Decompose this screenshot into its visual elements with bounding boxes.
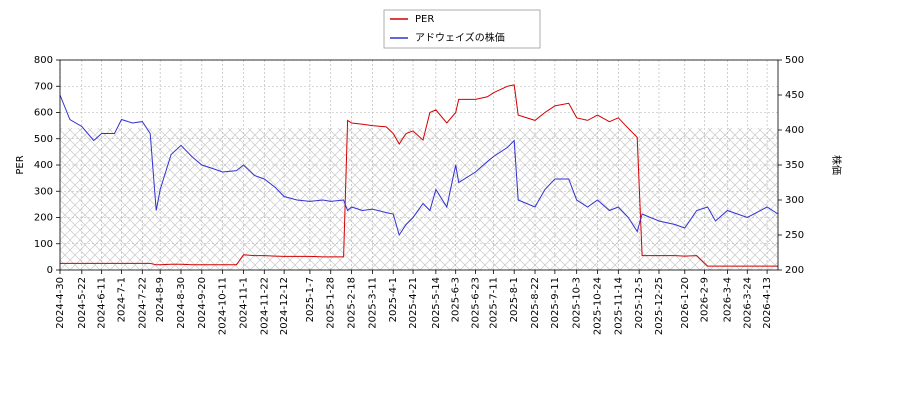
legend-label: アドウェイズの株価 <box>415 31 505 44</box>
x-tick-label: 2024-4-30 <box>55 277 66 329</box>
x-tick-label: 2024-6-11 <box>97 277 108 329</box>
x-tick-label: 2024-11-22 <box>259 277 270 335</box>
x-tick-label: 2025-2-18 <box>347 277 358 329</box>
x-tick-label: 2025-1-28 <box>326 277 337 329</box>
x-tick-label: 2026-3-24 <box>742 277 753 329</box>
x-tick-label: 2024-8-9 <box>155 277 166 322</box>
x-tick-label: 2025-9-11 <box>550 277 561 329</box>
y-tick-label: 700 <box>34 81 53 92</box>
x-tick-label: 2025-8-22 <box>530 277 541 329</box>
legend-label: PER <box>415 14 434 25</box>
x-tick-label: 2025-3-11 <box>367 277 378 329</box>
y-tick-label: 600 <box>34 108 53 119</box>
y-tick-label: 800 <box>34 55 53 66</box>
x-tick-label: 2025-5-14 <box>431 277 442 329</box>
y-tick-label: 200 <box>34 213 53 224</box>
y-tick-label: 300 <box>34 186 53 197</box>
x-tick-label: 2024-10-11 <box>218 277 229 335</box>
series-line <box>60 84 778 267</box>
x-tick-label: 2025-10-3 <box>572 277 583 329</box>
x-tick-label: 2026-1-20 <box>680 277 691 329</box>
x-tick-label: 2025-12-5 <box>634 277 645 329</box>
y-axis-label: PER <box>15 155 26 174</box>
y2-tick-label: 400 <box>785 125 804 136</box>
y-tick-label: 100 <box>34 239 53 250</box>
x-tick-label: 2025-6-23 <box>471 277 482 329</box>
y2-tick-label: 300 <box>785 195 804 206</box>
x-tick-label: 2025-7-11 <box>488 277 499 329</box>
x-tick-label: 2025-8-1 <box>509 277 520 322</box>
y2-tick-label: 350 <box>785 160 804 171</box>
y-tick-label: 0 <box>47 265 53 276</box>
y2-tick-label: 250 <box>785 230 804 241</box>
x-tick-label: 2025-4-21 <box>408 277 419 329</box>
x-tick-label: 2024-7-22 <box>137 277 148 329</box>
y-tick-label: 400 <box>34 160 53 171</box>
legend: PER アドウェイズの株価 <box>383 9 541 49</box>
x-tick-label: 2025-1-7 <box>305 277 316 322</box>
x-tick-label: 2026-3-4 <box>722 277 733 322</box>
y-tick-label: 500 <box>34 134 53 145</box>
y2-axis-label: 株価 <box>830 155 843 175</box>
plot-area <box>59 59 779 271</box>
x-tick-label: 2025-10-24 <box>593 277 604 335</box>
x-tick-label: 2025-6-3 <box>451 277 462 322</box>
x-tick-label: 2024-11-1 <box>238 277 249 329</box>
y2-tick-label: 200 <box>785 265 804 276</box>
hatch-area <box>60 128 778 270</box>
x-tick-label: 2026-2-9 <box>700 277 711 322</box>
x-tick-label: 2025-11-14 <box>613 277 624 335</box>
y2-tick-label: 450 <box>785 90 804 101</box>
x-tick-label: 2024-7-1 <box>116 277 127 322</box>
series-line <box>59 94 779 237</box>
x-tick-label: 2024-8-30 <box>176 277 187 329</box>
x-tick-label: 2024-9-20 <box>197 277 208 329</box>
x-tick-label: 2024-5-22 <box>77 277 88 329</box>
x-tick-label: 2025-4-1 <box>388 277 399 322</box>
legend-box <box>383 9 541 49</box>
x-tick-label: 2026-4-13 <box>762 277 773 329</box>
y2-tick-label: 500 <box>785 55 804 66</box>
x-tick-label: 2025-12-25 <box>654 277 665 335</box>
x-tick-label: 2024-12-12 <box>279 277 290 335</box>
